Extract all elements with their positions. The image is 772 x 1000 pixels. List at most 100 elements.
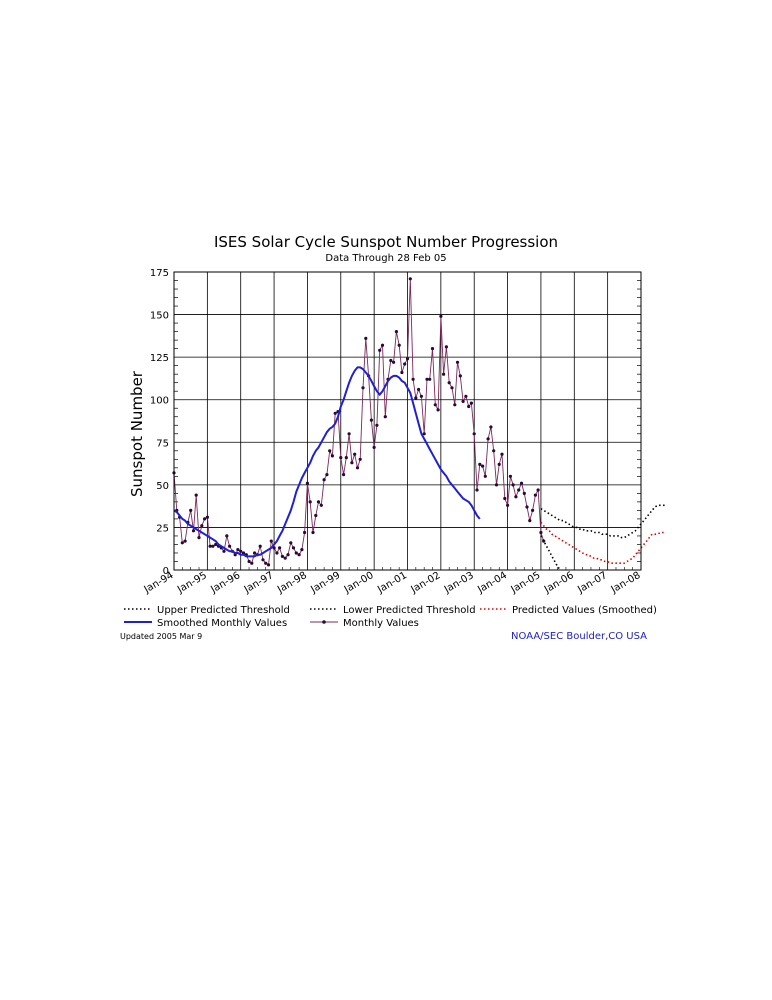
- data-point-monthly: [300, 548, 304, 552]
- data-point-monthly: [522, 491, 526, 495]
- data-point-monthly: [228, 544, 232, 548]
- data-point-monthly: [189, 508, 193, 512]
- data-point-monthly: [211, 544, 215, 548]
- data-point-monthly: [489, 425, 493, 429]
- data-point-monthly: [436, 408, 440, 412]
- x-tick-label: Jan-02: [408, 570, 442, 596]
- data-point-monthly: [467, 404, 471, 409]
- y-tick-label: 100: [150, 396, 169, 407]
- data-point-monthly: [453, 403, 457, 407]
- data-point-monthly: [314, 513, 318, 518]
- data-point-monthly: [392, 360, 396, 364]
- y-tick-label: 75: [156, 438, 169, 449]
- data-point-monthly: [503, 496, 507, 501]
- x-tick-label: Jan-03: [442, 570, 476, 596]
- updated-note: Updated 2005 Mar 9: [120, 632, 202, 641]
- x-tick-label: Jan-01: [375, 570, 409, 596]
- data-point-monthly: [247, 559, 251, 564]
- data-point-monthly: [264, 561, 268, 565]
- data-point-monthly: [269, 539, 273, 543]
- data-point-monthly: [514, 495, 518, 499]
- data-point-monthly: [531, 508, 535, 512]
- data-point-monthly: [442, 372, 446, 376]
- data-point-monthly: [483, 474, 487, 478]
- data-point-monthly: [517, 488, 521, 492]
- x-tick-label: Jan-98: [275, 570, 309, 596]
- data-point-monthly: [433, 403, 437, 407]
- data-point-monthly: [519, 481, 524, 485]
- data-point-monthly: [350, 461, 354, 465]
- y-tick-label: 0: [163, 566, 169, 577]
- x-tick-label: Jan-97: [242, 570, 276, 596]
- data-point-monthly: [372, 445, 376, 449]
- data-point-monthly: [458, 374, 462, 378]
- chart-subtitle: Data Through 28 Feb 05: [325, 253, 446, 264]
- x-tick-label: Jan-95: [175, 570, 209, 596]
- series-smoothed-monthly-values: [173, 366, 481, 558]
- data-point-monthly: [450, 386, 454, 390]
- x-tick-label: Jan-05: [509, 570, 543, 596]
- legend-label-predicted: Predicted Values (Smoothed): [512, 605, 657, 616]
- data-point-monthly: [305, 481, 309, 485]
- data-point-monthly: [283, 556, 287, 560]
- data-point-monthly: [461, 399, 465, 403]
- data-point-monthly: [539, 530, 543, 535]
- data-point-monthly: [364, 336, 368, 340]
- data-point-monthly: [303, 530, 307, 535]
- y-tick-labels: 0 25 50 75 100 125 150 175: [150, 268, 169, 577]
- chart-title: ISES Solar Cycle Sunspot Number Progress…: [214, 233, 558, 251]
- data-point-monthly: [291, 546, 296, 550]
- data-point-monthly: [180, 541, 184, 545]
- series-upper-predicted-threshold: [540, 504, 666, 539]
- data-point-monthly: [464, 394, 468, 398]
- data-point-monthly: [383, 415, 387, 419]
- series-lines: [172, 277, 666, 571]
- x-tick-label: Jan-04: [475, 570, 509, 596]
- data-point-monthly: [183, 539, 187, 543]
- data-point-monthly: [536, 488, 540, 492]
- data-point-monthly: [408, 277, 412, 281]
- grid: [173, 271, 642, 571]
- data-point-monthly: [208, 544, 212, 548]
- data-point-monthly: [286, 553, 290, 557]
- plot-frame: [173, 271, 642, 571]
- data-point-monthly: [225, 534, 229, 538]
- data-point-monthly: [358, 457, 362, 461]
- data-point-monthly: [297, 553, 301, 557]
- data-point-monthly: [316, 500, 321, 504]
- series-predicted-values-smoothed: [540, 521, 666, 564]
- x-tick-label: Jan-08: [609, 570, 643, 596]
- data-point-monthly: [214, 542, 218, 547]
- data-point-monthly: [528, 519, 532, 523]
- data-point-monthly: [203, 517, 207, 521]
- data-point-monthly: [250, 561, 254, 565]
- x-tick-label: Jan-00: [342, 570, 376, 596]
- data-point-monthly: [506, 503, 510, 507]
- data-point-monthly: [497, 462, 501, 466]
- legend-label-upper: Upper Predicted Threshold: [157, 605, 290, 616]
- data-point-monthly: [492, 449, 496, 453]
- data-point-monthly: [525, 505, 529, 509]
- legend-label-smoothed: Smoothed Monthly Values: [157, 618, 287, 629]
- series-lower-predicted-threshold: [540, 535, 562, 571]
- data-point-monthly: [261, 558, 265, 562]
- data-point-monthly: [405, 357, 410, 361]
- x-tick-label: Jan-07: [575, 570, 609, 596]
- y-tick-label: 25: [156, 523, 169, 534]
- data-point-monthly: [469, 401, 473, 405]
- data-point-monthly: [322, 478, 326, 482]
- y-tick-label: 50: [156, 481, 169, 492]
- data-point-monthly: [205, 515, 209, 519]
- data-point-monthly: [428, 377, 432, 381]
- data-point-monthly: [378, 348, 382, 352]
- y-tick-label: 150: [150, 311, 169, 322]
- data-point-monthly: [353, 452, 357, 456]
- credit-note: NOAA/SEC Boulder,CO USA: [511, 631, 647, 642]
- data-point-monthly: [478, 462, 482, 466]
- data-point-monthly: [197, 536, 201, 540]
- data-point-monthly: [389, 358, 393, 363]
- data-point-monthly: [422, 432, 426, 436]
- x-tick-label: Jan-06: [542, 570, 576, 596]
- legend-label-monthly: Monthly Values: [343, 618, 419, 629]
- x-tick-label: Jan-99: [308, 570, 342, 596]
